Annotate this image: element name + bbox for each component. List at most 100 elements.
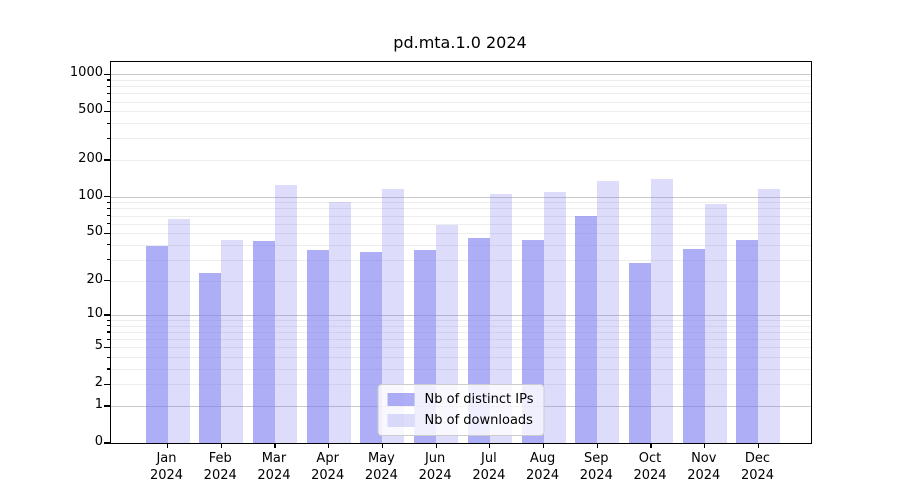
legend-swatch-downloads <box>387 414 415 427</box>
x-tick-label-jun: Jun 2024 <box>418 451 452 483</box>
gridline-major <box>111 74 811 76</box>
bar-sep-distinct-ips <box>575 215 598 443</box>
legend-row-downloads: Nb of downloads <box>387 413 534 428</box>
bar-may-distinct-ips <box>360 251 383 443</box>
gridline-minor <box>111 325 811 327</box>
bar-apr-downloads <box>328 202 351 443</box>
y-tick-label: 200 <box>78 150 103 166</box>
y-tick-label: 20 <box>86 271 103 287</box>
y-tick-label: 1000 <box>69 65 103 81</box>
x-tick-label-dec: Dec 2024 <box>740 451 775 483</box>
y-tick-label: 5 <box>94 338 103 354</box>
y-minor-tick-mark <box>107 137 111 140</box>
bar-oct-distinct-ips <box>629 263 652 443</box>
bar-dec-downloads <box>758 189 781 443</box>
y-minor-tick-mark <box>107 201 111 203</box>
y-tick-label: 50 <box>86 224 103 240</box>
gridline-minor <box>111 320 811 322</box>
bar-apr-distinct-ips <box>306 250 329 443</box>
x-tick-label-may: May 2024 <box>364 451 398 483</box>
gridline-minor <box>111 86 811 88</box>
x-tick-label-mar: Mar 2024 <box>257 451 291 483</box>
x-tick-label-apr: Apr 2024 <box>311 451 345 483</box>
gridline-minor <box>111 208 811 210</box>
x-tick-mark <box>757 443 760 448</box>
y-tick-mark <box>104 196 110 198</box>
y-tick-mark <box>104 314 110 316</box>
plot-area: Nb of distinct IPs Nb of downloads <box>104 61 812 448</box>
x-tick-label-oct: Oct 2024 <box>633 451 667 483</box>
x-tick-mark <box>381 443 383 448</box>
y-tick-label: 500 <box>78 102 103 118</box>
y-tick-label: 2 <box>94 375 103 391</box>
bar-oct-downloads <box>651 178 674 443</box>
gridline-minor <box>111 93 811 95</box>
y-tick-mark <box>104 442 110 444</box>
bar-aug-downloads <box>543 191 566 443</box>
gridline-minor <box>111 369 811 371</box>
x-tick-mark <box>220 443 222 448</box>
x-tick-mark <box>650 443 652 448</box>
bar-jan-distinct-ips <box>145 246 168 443</box>
x-tick-mark <box>435 443 437 448</box>
x-tick-mark <box>274 443 276 448</box>
y-minor-tick-mark <box>107 244 111 246</box>
bar-nov-downloads <box>704 204 727 443</box>
y-minor-tick-mark <box>107 214 111 217</box>
bar-nov-distinct-ips <box>682 248 705 443</box>
y-minor-tick-mark <box>107 223 111 225</box>
y-tick-mark <box>104 110 110 112</box>
x-tick-mark <box>328 443 330 448</box>
y-minor-tick-mark <box>107 319 111 321</box>
y-minor-tick-mark <box>107 338 111 340</box>
legend: Nb of distinct IPs Nb of downloads <box>377 384 545 436</box>
gridline-major <box>111 196 811 198</box>
gridline-minor <box>111 111 811 113</box>
bar-may-downloads <box>382 189 405 443</box>
y-tick-mark <box>104 73 110 75</box>
gridline-minor <box>111 223 811 225</box>
y-tick-label: 1 <box>94 397 103 412</box>
gridline-minor <box>111 339 811 341</box>
y-tick-mark <box>104 279 110 282</box>
x-tick-label-jul: Jul 2024 <box>472 451 506 483</box>
y-minor-tick-mark <box>107 331 111 333</box>
x-tick-mark <box>596 443 598 448</box>
x-tick-label-aug: Aug 2024 <box>526 451 560 483</box>
gridline-minor <box>111 233 811 235</box>
x-tick-mark <box>704 443 706 448</box>
chart-title: pd.mta.1.0 2024 <box>393 33 527 52</box>
gridline-minor <box>111 280 811 282</box>
gridline-minor <box>111 138 811 140</box>
gridline-minor <box>111 159 811 161</box>
y-minor-tick-mark <box>107 259 111 261</box>
bar-jul-downloads <box>489 194 512 443</box>
legend-row-distinct-ips: Nb of distinct IPs <box>387 392 533 407</box>
y-tick-mark <box>104 383 110 385</box>
x-tick-label-jan: Jan 2024 <box>149 451 184 483</box>
gridline-minor <box>111 123 811 125</box>
bar-feb-downloads <box>221 239 244 443</box>
y-minor-tick-mark <box>107 79 111 81</box>
gridline-major <box>111 315 811 317</box>
gridline-minor <box>111 357 811 359</box>
y-minor-tick-mark <box>107 368 111 370</box>
gridline-minor <box>111 259 811 261</box>
gridline-minor <box>111 332 811 334</box>
x-tick-label-nov: Nov 2024 <box>687 451 721 483</box>
gridline-minor <box>111 202 811 204</box>
y-minor-tick-mark <box>107 356 111 358</box>
bar-sep-downloads <box>597 180 620 443</box>
bar-mar-distinct-ips <box>252 241 275 443</box>
y-minor-tick-mark <box>107 92 111 94</box>
gridline-minor <box>111 215 811 217</box>
y-minor-tick-mark <box>107 100 111 103</box>
y-minor-tick-mark <box>107 207 111 210</box>
y-tick-label: 10 <box>86 306 103 322</box>
bar-dec-distinct-ips <box>736 239 759 443</box>
bar-mar-downloads <box>274 184 297 443</box>
gridline-minor <box>111 244 811 246</box>
gridline-minor <box>111 101 811 103</box>
y-minor-tick-mark <box>107 122 111 124</box>
bar-feb-distinct-ips <box>199 273 222 443</box>
